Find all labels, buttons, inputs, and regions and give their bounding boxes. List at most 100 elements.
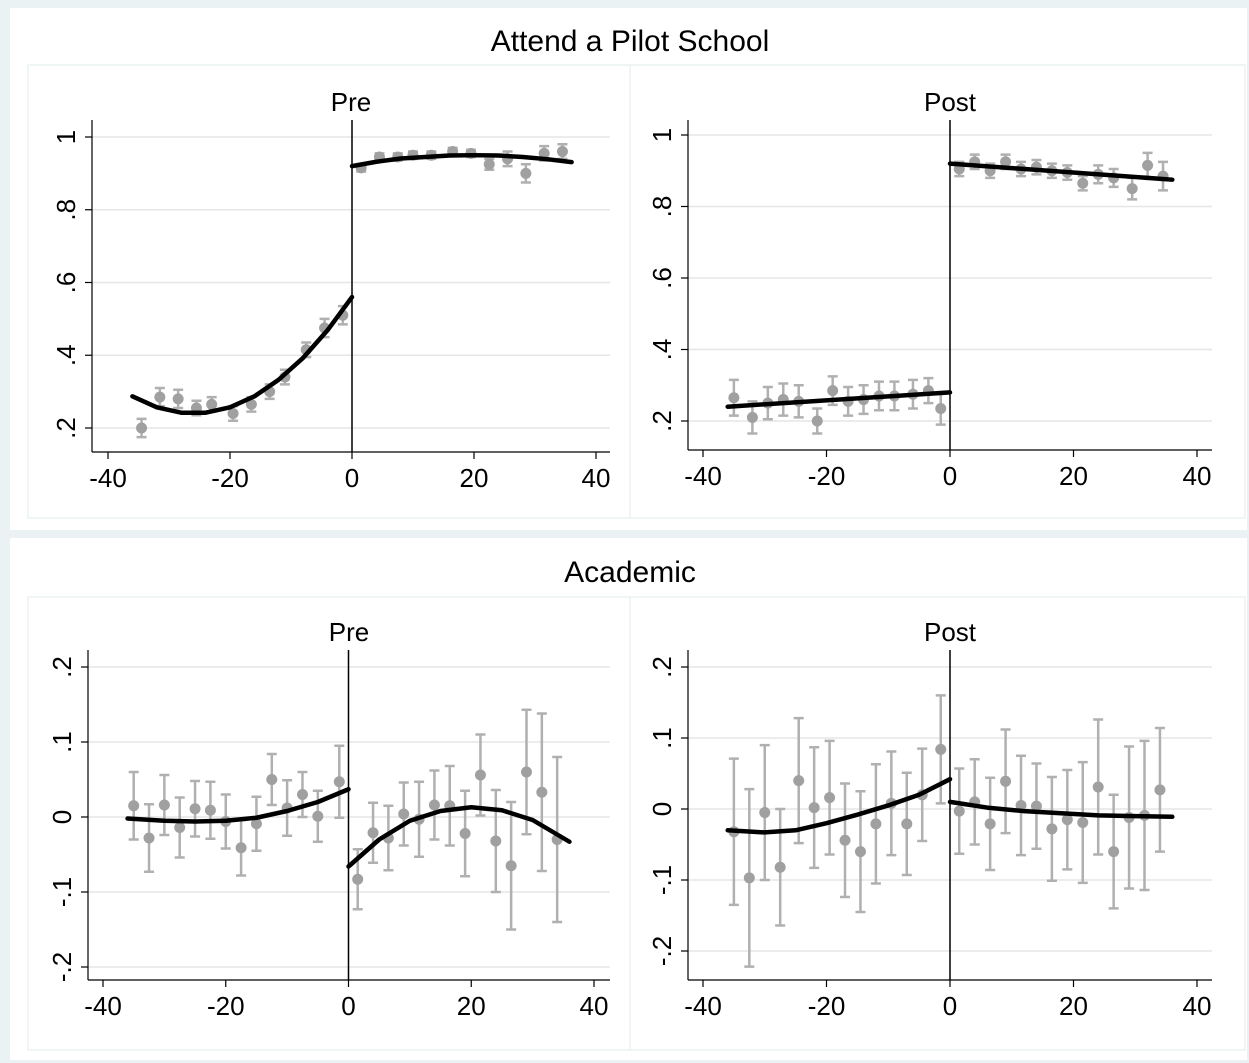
x-tick-label: -20: [808, 991, 846, 1021]
row-title: Academic: [564, 556, 696, 589]
point: [774, 861, 786, 873]
point: [793, 775, 805, 787]
x-tick-label: 0: [943, 991, 957, 1021]
row-panel: [10, 8, 1247, 530]
y-tick-label: -.2: [647, 936, 677, 966]
point: [746, 411, 758, 423]
fit-line: [947, 799, 1175, 820]
point: [901, 818, 913, 830]
point: [459, 828, 471, 839]
point: [333, 776, 345, 788]
point: [827, 385, 839, 397]
subpanel: [629, 64, 1246, 519]
y-tick-label: .4: [51, 344, 81, 366]
point: [953, 805, 965, 817]
point: [935, 402, 947, 414]
x-tick-label: 40: [1183, 991, 1212, 1021]
point: [728, 392, 740, 404]
y-tick-label: .6: [51, 272, 81, 294]
y-tick-label: 1: [647, 128, 677, 142]
fit-line: [125, 787, 351, 824]
point: [227, 407, 239, 419]
point: [245, 398, 257, 410]
x-tick-label: 0: [345, 463, 359, 493]
y-tick-label: .2: [47, 656, 77, 678]
y-tick-label: 0: [647, 802, 677, 816]
point: [158, 799, 170, 811]
point: [483, 158, 495, 170]
y-tick-label: -.1: [647, 865, 677, 895]
point: [1030, 800, 1042, 812]
x-tick-label: 40: [1183, 461, 1212, 491]
x-tick-label: -20: [211, 463, 249, 493]
point: [1015, 799, 1027, 811]
y-tick-label: 1: [51, 130, 81, 144]
point: [312, 810, 324, 822]
y-tick-label: .2: [51, 417, 81, 439]
x-tick-label: 20: [457, 991, 486, 1021]
y-tick-label: .2: [647, 410, 677, 432]
point: [1061, 814, 1073, 826]
x-tick-label: -40: [684, 991, 722, 1021]
point: [743, 872, 755, 884]
point: [1077, 816, 1089, 828]
y-tick-label: -.2: [47, 952, 77, 982]
panel-title: Post: [924, 87, 977, 117]
fit-line: [349, 152, 574, 169]
x-tick-label: 0: [943, 461, 957, 491]
y-tick-label: .1: [47, 731, 77, 753]
x-tick-label: -40: [84, 991, 122, 1021]
point: [474, 769, 486, 781]
x-tick-label: 20: [460, 463, 489, 493]
point: [428, 799, 440, 811]
point: [1142, 159, 1154, 171]
row-title: Attend a Pilot School: [491, 25, 770, 58]
fit-line: [725, 390, 953, 409]
point: [398, 808, 410, 820]
fit-line: [130, 294, 355, 415]
point: [296, 789, 308, 800]
fit-line: [346, 805, 572, 869]
point: [808, 802, 820, 814]
point: [174, 822, 186, 833]
point: [1108, 846, 1120, 858]
point: [870, 818, 882, 830]
point: [1154, 784, 1166, 796]
y-tick-label: .8: [51, 199, 81, 221]
point: [250, 818, 262, 830]
point: [984, 818, 996, 830]
y-tick-label: .2: [647, 656, 677, 678]
fit-line: [725, 776, 953, 835]
point: [266, 774, 278, 785]
x-tick-label: 40: [582, 463, 611, 493]
point: [935, 743, 947, 755]
panel-title: Pre: [331, 87, 371, 117]
point: [536, 786, 548, 798]
point: [538, 147, 550, 159]
point: [154, 391, 166, 403]
point: [839, 834, 851, 846]
x-tick-label: 40: [580, 991, 609, 1021]
point: [854, 846, 866, 858]
subpanel: [629, 596, 1246, 1051]
point: [367, 827, 379, 839]
point: [490, 835, 502, 847]
point: [172, 393, 184, 405]
y-tick-label: .4: [647, 339, 677, 361]
point: [204, 804, 216, 816]
fit-line: [947, 161, 1175, 182]
x-tick-label: -20: [808, 461, 846, 491]
point: [143, 832, 155, 844]
point: [520, 167, 532, 179]
panel-title: Pre: [329, 617, 369, 647]
point: [189, 803, 201, 815]
point: [136, 422, 148, 434]
point: [128, 800, 140, 812]
y-tick-label: 0: [47, 810, 77, 824]
point: [824, 792, 836, 804]
y-tick-label: .6: [647, 267, 677, 289]
x-tick-label: -20: [207, 991, 245, 1021]
point: [352, 873, 364, 885]
panel-title: Post: [924, 617, 977, 647]
